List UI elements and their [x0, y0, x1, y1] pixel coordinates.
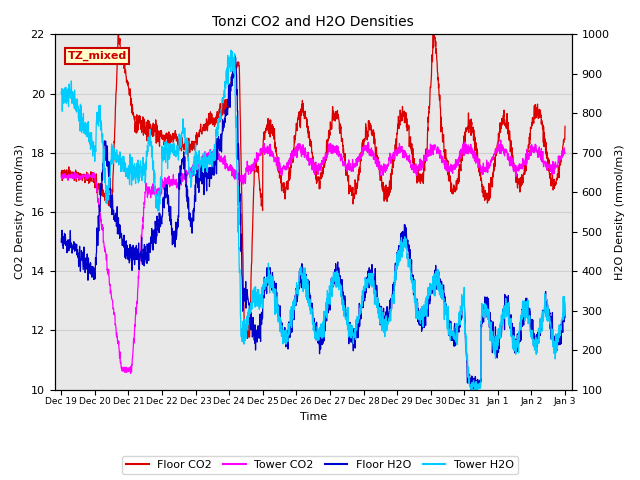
- Floor CO2: [561, 123, 569, 129]
- Legend: Floor CO2, Tower CO2, Floor H2O, Tower H2O: Floor CO2, Tower CO2, Floor H2O, Tower H…: [122, 456, 518, 474]
- X-axis label: Time: Time: [300, 412, 327, 422]
- Tower CO2: [547, 168, 554, 174]
- Tower H2O: [561, 303, 569, 309]
- Floor H2O: [83, 266, 91, 272]
- Floor CO2: [289, 152, 297, 157]
- Line: Tower CO2: Tower CO2: [61, 140, 565, 373]
- Floor H2O: [289, 315, 297, 321]
- Floor CO2: [547, 183, 555, 189]
- Tower CO2: [83, 175, 91, 180]
- Line: Floor CO2: Floor CO2: [61, 28, 565, 338]
- Tower H2O: [547, 319, 554, 325]
- Floor H2O: [561, 315, 569, 321]
- Tower CO2: [58, 174, 65, 180]
- Floor CO2: [58, 169, 65, 175]
- Floor CO2: [244, 336, 252, 341]
- Line: Tower H2O: Tower H2O: [61, 50, 565, 390]
- Floor H2O: [547, 336, 555, 342]
- Tower H2O: [467, 387, 475, 393]
- Line: Floor H2O: Floor H2O: [61, 56, 565, 390]
- Tower CO2: [454, 163, 462, 168]
- Text: TZ_mixed: TZ_mixed: [67, 51, 127, 61]
- Floor CO2: [115, 25, 122, 31]
- Y-axis label: H2O Density (mmol/m3): H2O Density (mmol/m3): [615, 144, 625, 280]
- Y-axis label: CO2 Density (mmol/m3): CO2 Density (mmol/m3): [15, 144, 25, 279]
- Tower H2O: [83, 133, 91, 139]
- Tower H2O: [303, 286, 310, 291]
- Floor H2O: [547, 314, 554, 320]
- Floor H2O: [454, 328, 462, 334]
- Floor H2O: [303, 294, 310, 300]
- Floor CO2: [83, 175, 91, 181]
- Tower CO2: [547, 164, 555, 170]
- Tower H2O: [547, 324, 555, 330]
- Title: Tonzi CO2 and H2O Densities: Tonzi CO2 and H2O Densities: [212, 15, 414, 29]
- Tower CO2: [127, 371, 134, 376]
- Floor CO2: [303, 123, 310, 129]
- Tower CO2: [497, 137, 504, 143]
- Floor CO2: [547, 178, 554, 183]
- Tower H2O: [58, 89, 65, 95]
- Floor H2O: [231, 53, 239, 59]
- Floor H2O: [467, 387, 475, 393]
- Floor CO2: [454, 172, 462, 178]
- Tower H2O: [227, 48, 235, 53]
- Tower CO2: [303, 155, 310, 161]
- Floor H2O: [58, 239, 65, 245]
- Tower CO2: [561, 151, 569, 156]
- Tower H2O: [454, 323, 462, 328]
- Tower CO2: [289, 154, 297, 160]
- Tower H2O: [289, 299, 297, 304]
